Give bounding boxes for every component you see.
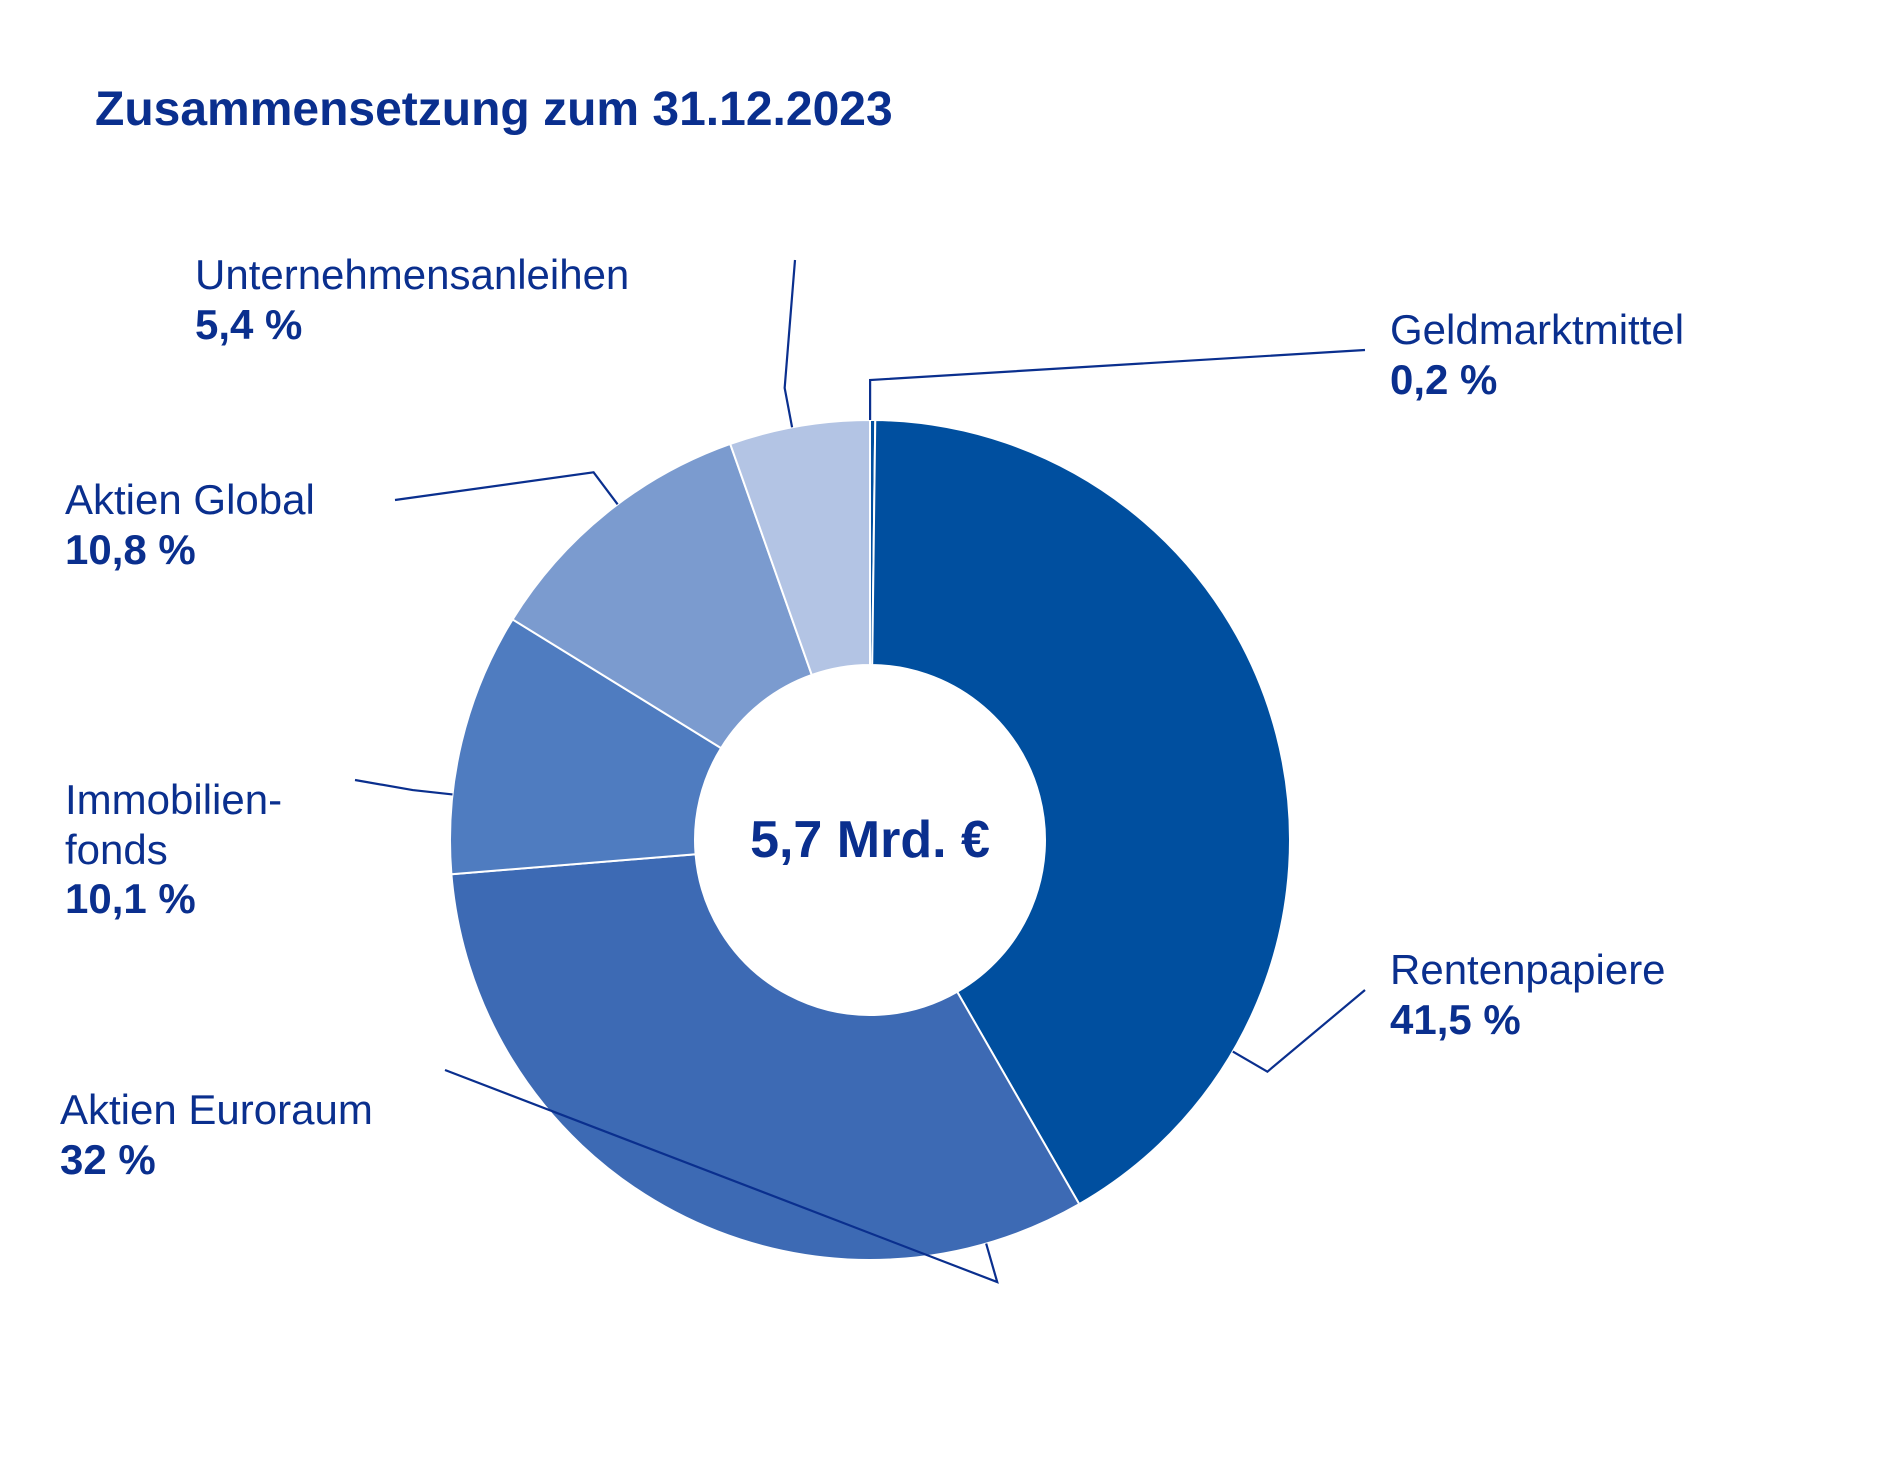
- slice-label-name: Geldmarktmittel: [1390, 305, 1684, 355]
- slice-label: Aktien Global10,8 %: [65, 475, 315, 574]
- slice-label-value: 32 %: [60, 1135, 373, 1185]
- leader-line: [395, 472, 618, 504]
- slice-label-value: 10,1 %: [65, 874, 282, 924]
- slice-label: Rentenpapiere41,5 %: [1390, 945, 1666, 1044]
- slice-label-name: Immobilien-: [65, 775, 282, 825]
- slice-label: Aktien Euroraum32 %: [60, 1085, 373, 1184]
- slice-label-value: 10,8 %: [65, 525, 315, 575]
- slice-label: Geldmarktmittel0,2 %: [1390, 305, 1684, 404]
- slice-label-name: Aktien Euroraum: [60, 1085, 373, 1135]
- slice-label-value: 5,4 %: [195, 300, 629, 350]
- slice-label-name: fonds: [65, 825, 282, 875]
- slice-label-name: Rentenpapiere: [1390, 945, 1666, 995]
- leader-line: [785, 260, 795, 427]
- slice-label-value: 0,2 %: [1390, 355, 1684, 405]
- donut-center-label: 5,7 Mrd. €: [750, 810, 990, 870]
- leader-line: [355, 780, 452, 794]
- slice-label-name: Aktien Global: [65, 475, 315, 525]
- slice-label-name: Unternehmensanleihen: [195, 250, 629, 300]
- slice-label-value: 41,5 %: [1390, 995, 1666, 1045]
- chart-title: Zusammensetzung zum 31.12.2023: [95, 82, 893, 137]
- leader-line: [870, 350, 1365, 420]
- slice-label: Immobilien-fonds10,1 %: [65, 775, 282, 924]
- slice-label: Unternehmensanleihen5,4 %: [195, 250, 629, 349]
